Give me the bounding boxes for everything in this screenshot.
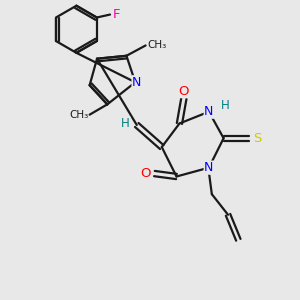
Text: N: N: [204, 105, 214, 118]
Text: S: S: [253, 132, 262, 145]
Text: H: H: [221, 99, 230, 112]
Text: O: O: [140, 167, 151, 180]
Text: N: N: [204, 161, 214, 174]
Text: H: H: [121, 117, 130, 130]
Text: CH₃: CH₃: [147, 40, 166, 50]
Text: F: F: [113, 8, 120, 21]
Text: O: O: [178, 85, 189, 98]
Text: CH₃: CH₃: [69, 110, 88, 120]
Text: N: N: [132, 76, 141, 89]
